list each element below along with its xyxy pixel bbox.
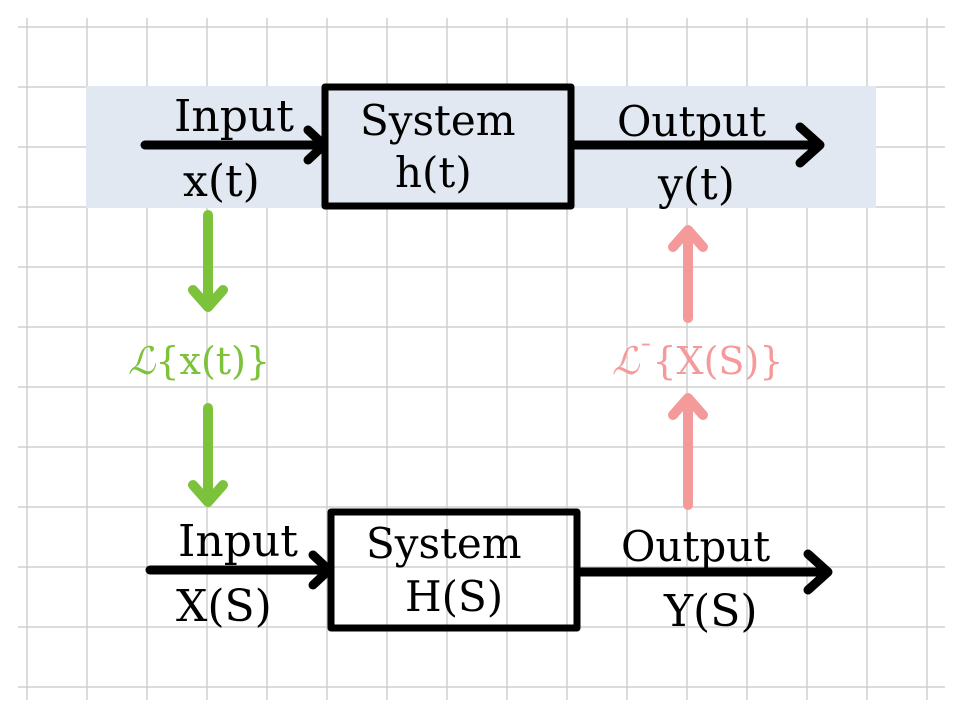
inverse-arrow-lower-head	[668, 393, 708, 420]
s-system-label: System	[366, 519, 522, 568]
forward-arrow-upper-head	[188, 285, 228, 312]
time-domain-row	[140, 83, 825, 210]
inverse-transform-arrows	[668, 225, 708, 510]
time-output-label: Output	[617, 97, 767, 146]
s-input-label: Input	[178, 516, 298, 567]
time-system-label: System	[360, 96, 516, 145]
inverse-laplace-symbol: ℒ	[612, 339, 640, 383]
inverse-mark: ˉ	[639, 340, 653, 370]
s-output-arrowhead	[803, 549, 833, 595]
s-domain-row	[145, 508, 833, 632]
forward-transform-arrows	[188, 210, 228, 507]
s-system-response: H(S)	[405, 572, 504, 621]
s-input-signal: X(S)	[176, 581, 272, 632]
s-output-label: Output	[621, 522, 771, 571]
time-input-signal: x(t)	[183, 156, 260, 207]
forward-transform-argument: {x(t)}	[155, 339, 271, 383]
forward-transform-label: ℒ{x(t)}	[128, 342, 270, 380]
time-system-response: h(t)	[395, 148, 472, 197]
time-output-signal: y(t)	[658, 159, 735, 210]
time-input-label: Input	[174, 91, 294, 142]
forward-arrow-lower-head	[188, 480, 228, 507]
inverse-transform-argument: {X(S)}	[652, 339, 784, 383]
inverse-arrow-upper-head	[668, 225, 708, 252]
laplace-symbol: ℒ	[128, 339, 156, 383]
time-output-arrowhead	[795, 122, 825, 168]
inverse-transform-label: ℒˉ{X(S)}	[612, 342, 783, 380]
s-output-signal: Y(S)	[664, 586, 758, 637]
